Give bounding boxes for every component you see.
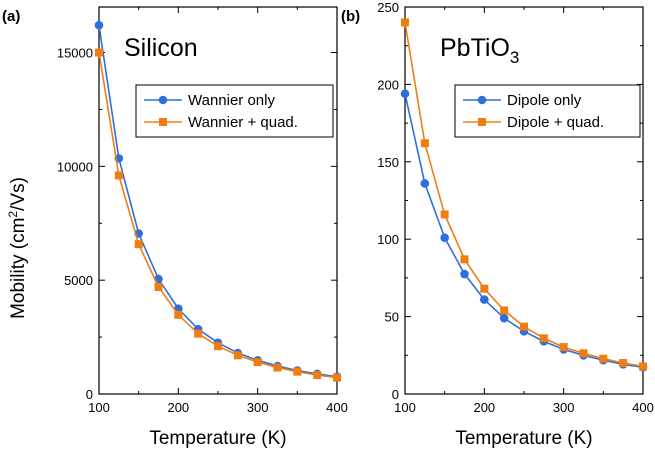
legend-marker-a xyxy=(158,95,168,105)
series-2-b-point xyxy=(480,284,489,293)
y-tick-label-b: 100 xyxy=(377,232,399,247)
y-tick-label-a: 5000 xyxy=(64,273,93,288)
series-1-b-point xyxy=(460,269,469,279)
legend-marker-b xyxy=(478,118,486,126)
series-2-b-point xyxy=(559,343,568,352)
y-tick-label-b: 200 xyxy=(377,77,399,92)
series-2-a-point xyxy=(194,329,203,338)
y-tick-label-a: 0 xyxy=(86,387,93,402)
y-tick-label-b: 50 xyxy=(385,310,399,325)
series-1-a-line xyxy=(98,25,338,378)
series-2-a-point xyxy=(293,367,302,376)
legend-box-b xyxy=(454,84,641,138)
series-2-b-point xyxy=(440,210,449,219)
legend-label-a: Wannier only xyxy=(188,92,275,109)
series-2-b-point xyxy=(420,139,429,148)
series-2-a-point xyxy=(233,351,242,360)
series-2-a-point xyxy=(114,171,123,180)
series-2-a-point xyxy=(313,371,322,380)
x-tick-label-b: 200 xyxy=(473,400,495,415)
legend-label-b: Dipole only xyxy=(507,92,582,109)
series-2-b-point xyxy=(401,18,409,27)
y-tick-label-a: 10000 xyxy=(57,159,93,174)
series-1-a-point xyxy=(94,20,104,30)
x-tick-label-a: 300 xyxy=(247,400,269,415)
plot-frame-a xyxy=(98,6,338,395)
y-axis-title: Mobility (cm2/Vs) xyxy=(6,177,29,319)
x-tick-label-b: 100 xyxy=(394,400,416,415)
series-1-b-point xyxy=(499,313,509,323)
panel-pbtio3: 100 200 300 400 0 50 100 150 200 250 Temperature (… xyxy=(341,0,654,449)
legend-label-a: Wannier + quad. xyxy=(188,114,298,131)
chart-title-b: PbTiO3 xyxy=(440,34,519,67)
y-tick-label-b: 0 xyxy=(392,387,399,402)
series-1-b-point xyxy=(420,179,430,188)
x-axis-title-a: Temperature (K) xyxy=(149,428,286,449)
panel-silicon: 100 200 300 400 0 5000 10000 15000 Temperature (… xyxy=(2,6,348,449)
series-2-b-point xyxy=(579,349,588,358)
series-2-b-point xyxy=(500,306,509,315)
series-2-b-point xyxy=(539,334,548,343)
y-tick-label-a: 15000 xyxy=(57,46,93,61)
series-2-a-point xyxy=(253,358,262,367)
series-1-b-point xyxy=(440,233,449,242)
x-tick-label-a: 400 xyxy=(326,400,348,415)
series-2-b-point xyxy=(619,359,628,368)
x-axis-title-b: Temperature (K) xyxy=(455,428,592,449)
series-2-b-line xyxy=(404,22,644,368)
y-tick-label-b: 150 xyxy=(377,155,399,170)
series-2-a-point xyxy=(333,373,341,382)
legend-label-b: Dipole + quad. xyxy=(507,114,604,131)
x-tick-label-b: 300 xyxy=(553,400,575,415)
x-tick-label-b: 400 xyxy=(632,400,654,415)
series-2-a-point xyxy=(273,363,282,372)
series-1-b-point xyxy=(400,89,410,98)
series-2-a-point xyxy=(174,310,183,319)
chart-title-a: Silicon xyxy=(124,34,198,62)
x-tick-label-a: 100 xyxy=(88,400,110,415)
x-tick-label-a: 200 xyxy=(167,400,189,415)
series-2-b-point xyxy=(599,354,608,363)
series-2-b-point xyxy=(639,362,647,371)
series-2-b-point xyxy=(520,322,528,331)
legend-box-a xyxy=(135,84,334,138)
series-2-a-point xyxy=(154,283,163,292)
y-tick-label-b: 250 xyxy=(377,0,399,15)
panel-label-b: (b) xyxy=(341,8,360,25)
panel-label-a: (a) xyxy=(2,8,20,25)
legend-marker-a xyxy=(159,118,167,126)
legend-marker-b xyxy=(477,95,487,105)
series-2-a-point xyxy=(214,342,222,351)
series-1-b-point xyxy=(480,295,489,304)
series-2-a-point xyxy=(95,48,103,57)
series-2-a-point xyxy=(134,240,143,249)
series-2-b-point xyxy=(460,255,469,264)
